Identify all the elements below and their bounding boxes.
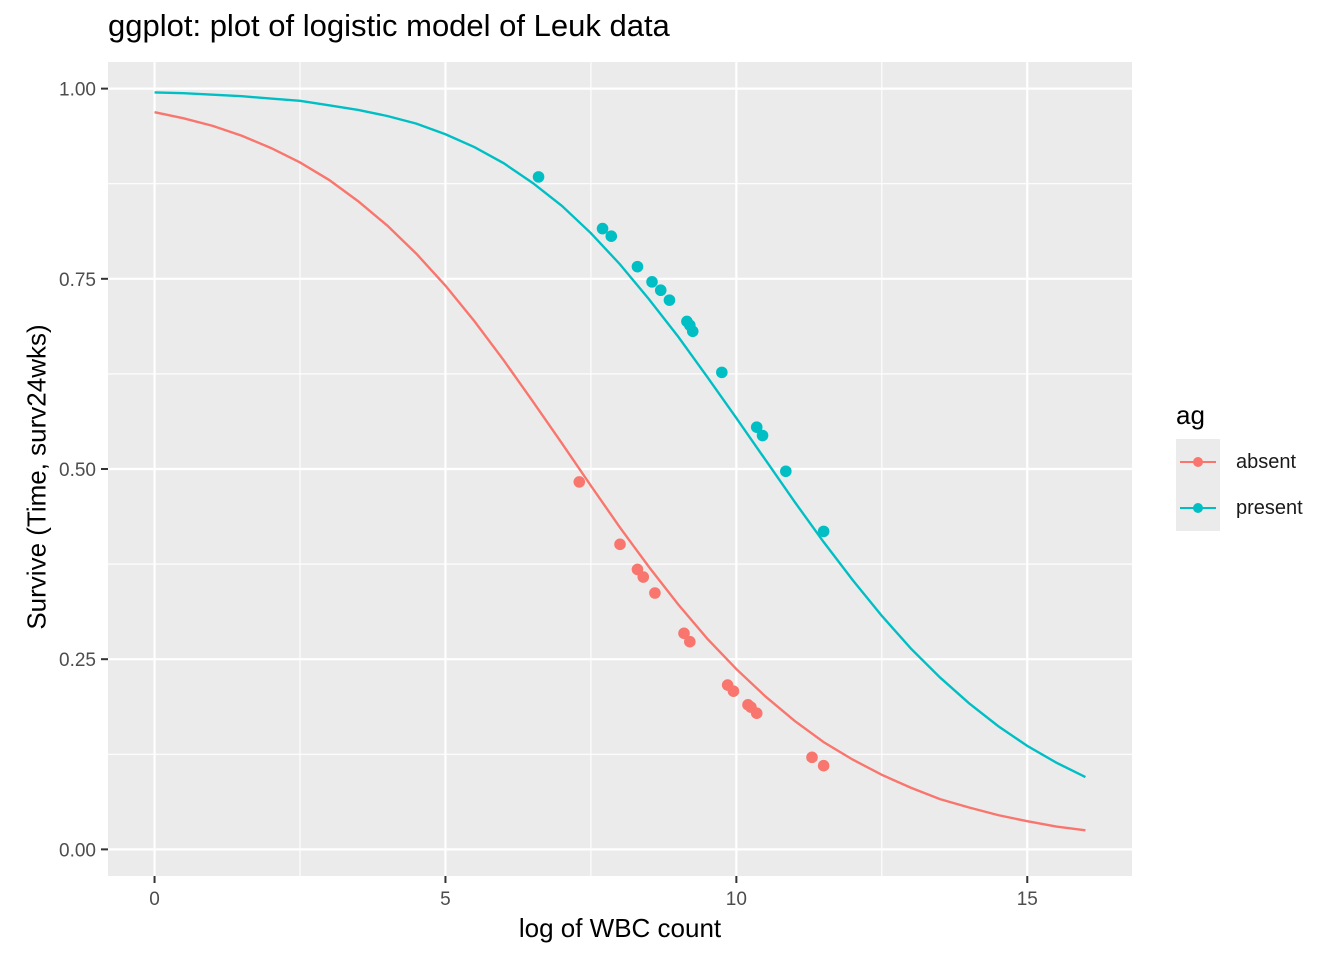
legend-dot-present bbox=[1193, 503, 1203, 513]
series-line-present bbox=[154, 91, 1086, 779]
y-tick-label: 0.25 bbox=[59, 650, 96, 671]
data-point-present bbox=[654, 284, 667, 297]
data-point-present bbox=[780, 465, 792, 478]
x-tick-label: 0 bbox=[149, 889, 160, 910]
legend-key-present bbox=[1176, 485, 1220, 531]
data-point-absent bbox=[727, 685, 740, 697]
y-tick-label: 0.50 bbox=[59, 460, 96, 481]
data-point-present bbox=[532, 171, 545, 183]
major-gridlines bbox=[108, 62, 1132, 876]
legend-dot-absent bbox=[1193, 457, 1203, 467]
data-point-present bbox=[596, 222, 609, 235]
data-point-present bbox=[686, 325, 699, 338]
x-axis-label: log of WBC count bbox=[518, 913, 722, 943]
legend-item-absent: absent bbox=[1176, 439, 1303, 485]
series-layer bbox=[154, 91, 1086, 832]
x-tick-label: 10 bbox=[726, 889, 747, 910]
data-point-absent bbox=[573, 476, 586, 488]
data-point-absent bbox=[806, 751, 818, 764]
data-point-absent bbox=[817, 759, 830, 772]
data-point-present bbox=[663, 294, 676, 306]
legend-title: ag bbox=[1176, 400, 1205, 430]
x-axis: 0 5 10 15 bbox=[149, 876, 1038, 910]
data-point-absent bbox=[750, 707, 763, 719]
data-point-present bbox=[750, 421, 763, 433]
data-point-present bbox=[646, 276, 658, 288]
legend-label-absent: absent bbox=[1236, 450, 1297, 473]
y-tick-label: 1.00 bbox=[59, 80, 96, 101]
legend-label-present: present bbox=[1236, 496, 1303, 519]
data-point-absent bbox=[678, 627, 690, 640]
legend-key-absent bbox=[1176, 439, 1220, 485]
y-tick-label: 0.75 bbox=[59, 270, 96, 291]
y-tick-label: 0.00 bbox=[59, 840, 96, 861]
data-point-absent bbox=[614, 538, 626, 551]
data-point-absent bbox=[649, 587, 661, 599]
data-point-present bbox=[716, 366, 728, 379]
y-axis-label: Survive (Time, surv24wks) bbox=[21, 324, 52, 630]
chart-title: ggplot: plot of logistic model of Leuk d… bbox=[108, 8, 670, 43]
data-point-absent bbox=[684, 635, 696, 648]
data-point-present bbox=[605, 230, 618, 243]
x-tick-label: 15 bbox=[1017, 889, 1038, 910]
legend: ag absent present bbox=[1176, 400, 1303, 531]
x-tick-label: 5 bbox=[440, 889, 451, 910]
data-point-present bbox=[756, 429, 769, 442]
y-axis: 0.00 0.25 0.50 0.75 1.00 bbox=[59, 80, 108, 861]
data-point-absent bbox=[637, 571, 650, 583]
legend-item-present: present bbox=[1176, 485, 1303, 531]
data-point-present bbox=[631, 260, 644, 273]
series-line-absent bbox=[154, 111, 1086, 832]
data-point-present bbox=[817, 525, 830, 538]
